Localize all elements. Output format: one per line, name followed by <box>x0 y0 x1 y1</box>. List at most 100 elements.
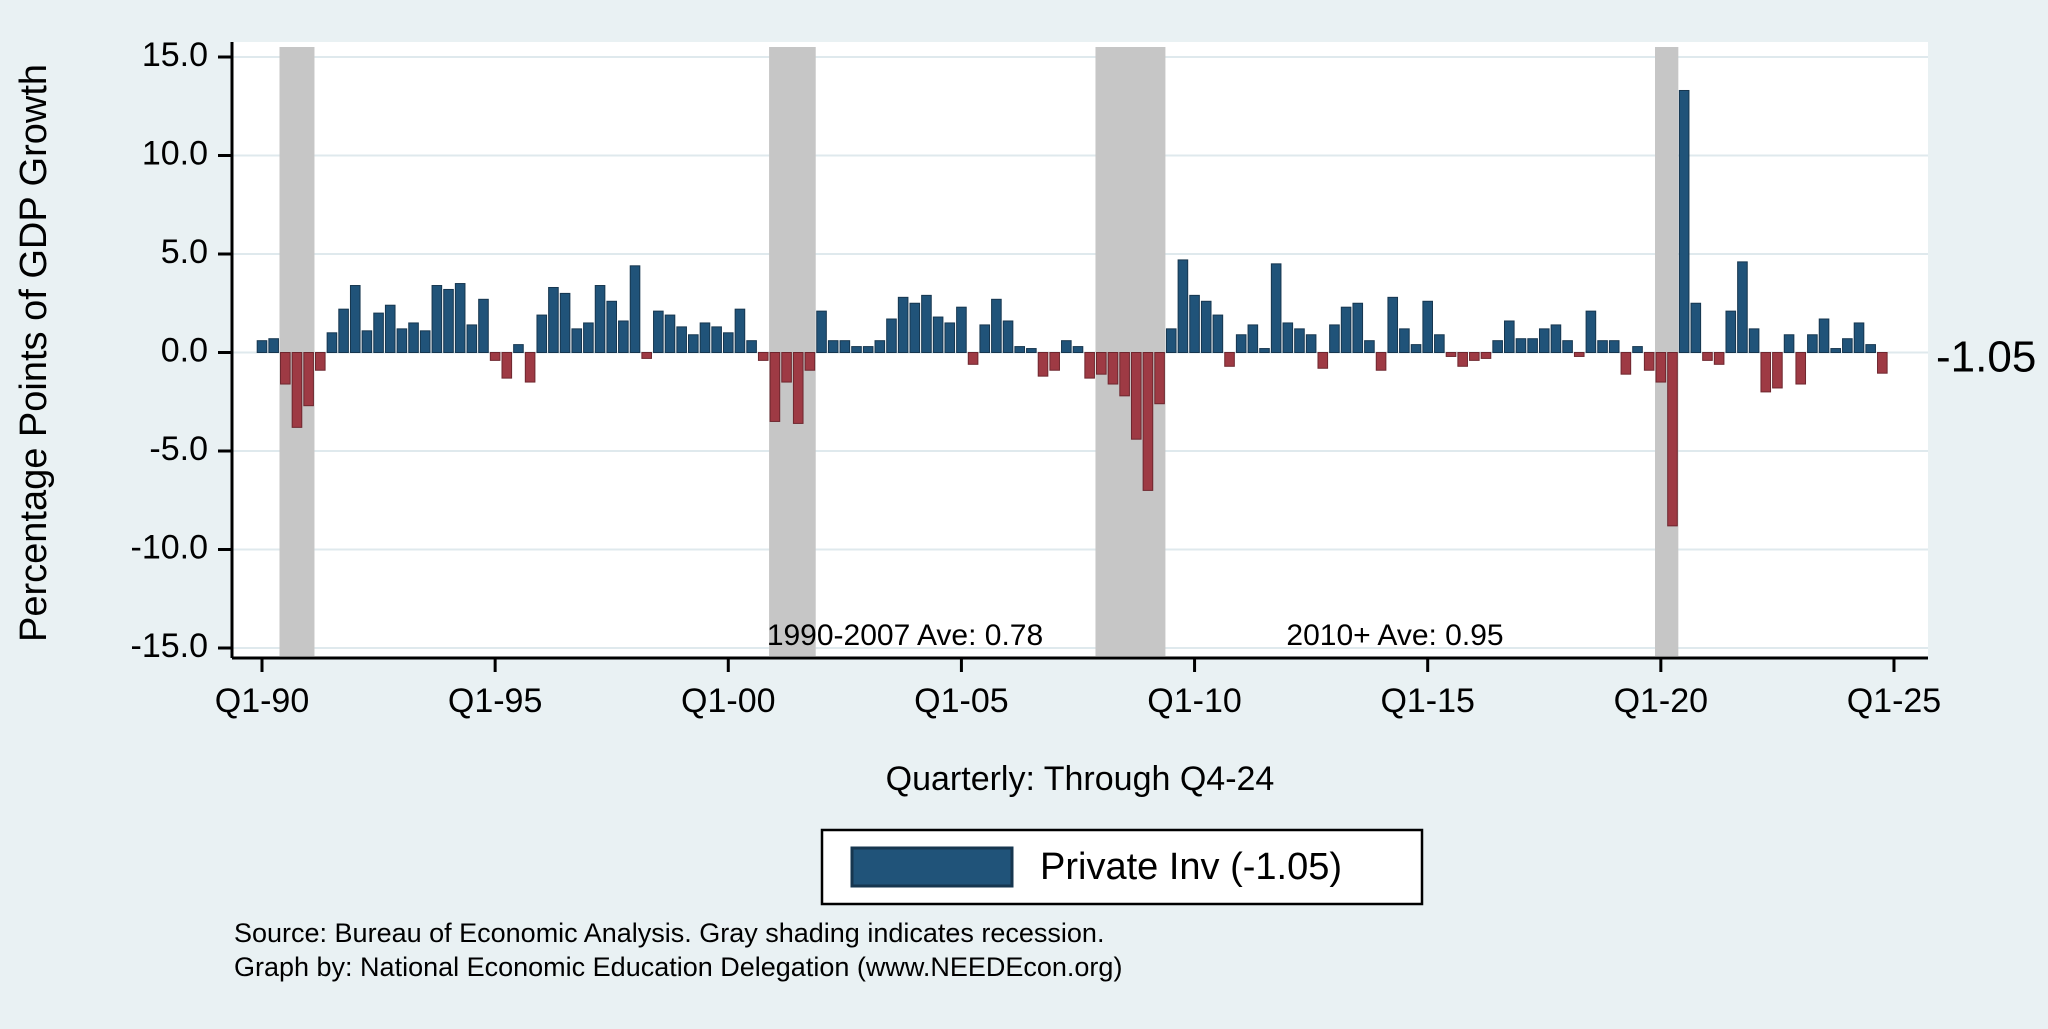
bar <box>1469 352 1480 361</box>
legend-swatch <box>850 846 1014 888</box>
bar <box>1527 338 1538 353</box>
bar <box>1235 334 1247 353</box>
bar <box>1538 328 1550 353</box>
bar <box>862 346 874 353</box>
bar <box>967 352 979 365</box>
bar <box>1037 352 1049 377</box>
x-axis-title: Quarterly: Through Q4-24 <box>886 760 1275 798</box>
bar <box>606 300 618 353</box>
bar <box>1818 318 1830 354</box>
bar <box>1830 348 1841 353</box>
bar <box>1550 324 1562 354</box>
bar <box>454 283 466 353</box>
bar <box>804 352 816 371</box>
bar <box>1853 322 1865 354</box>
bar <box>909 302 921 353</box>
bar <box>769 352 781 422</box>
legend-label: Private Inv (-1.05) <box>1040 846 1342 888</box>
bar <box>1399 328 1410 353</box>
bar <box>1503 320 1515 354</box>
bar <box>466 324 478 354</box>
y-tick-label: -15.0 <box>131 627 209 665</box>
bar <box>827 340 839 353</box>
bar <box>1795 352 1807 385</box>
bar <box>722 332 734 353</box>
bar <box>478 298 489 353</box>
bar <box>1667 352 1678 527</box>
bar <box>513 344 524 353</box>
bar <box>1585 310 1597 354</box>
recession-bands-layer <box>279 47 1679 656</box>
note-source: Source: Bureau of Economic Analysis. Gra… <box>234 918 1104 948</box>
bar <box>932 316 944 354</box>
bar <box>792 352 804 424</box>
bar <box>1842 338 1853 353</box>
recession-band <box>769 47 816 656</box>
bar <box>1002 320 1014 354</box>
bar <box>629 265 641 354</box>
bar <box>303 352 314 407</box>
x-tick-label: Q1-05 <box>914 682 1009 720</box>
bar <box>1364 340 1375 353</box>
bar <box>1492 340 1503 353</box>
bar <box>1107 352 1119 385</box>
bar <box>641 352 652 359</box>
bar <box>373 312 384 354</box>
y-tick-label: 0.0 <box>161 331 208 369</box>
axes-layer: 15.0 10.0 5.0 0.0 -5.0 -10.0 -15.0Q1-90 Q1-95 Q1… <box>131 36 1942 720</box>
bar <box>1049 352 1060 371</box>
bar <box>408 322 419 354</box>
bar <box>1061 340 1072 353</box>
bar <box>1224 352 1235 367</box>
bar <box>1608 340 1620 353</box>
bar <box>1643 352 1655 371</box>
bar <box>1772 352 1783 389</box>
bar <box>443 288 454 353</box>
bar <box>1748 328 1760 353</box>
bar <box>524 352 536 383</box>
bar <box>1410 344 1422 353</box>
bar <box>326 332 338 353</box>
bar <box>1294 328 1305 353</box>
bar <box>536 314 548 354</box>
bar <box>1655 352 1667 383</box>
y-tick-label: 15.0 <box>142 36 208 74</box>
bar <box>734 308 746 354</box>
bar <box>653 310 664 354</box>
bar <box>1177 259 1189 353</box>
bar <box>1270 263 1282 354</box>
bar <box>594 285 606 353</box>
bar <box>559 292 571 353</box>
bar <box>1632 346 1643 353</box>
bar <box>1702 352 1713 361</box>
bar <box>291 352 303 428</box>
bar <box>1597 340 1608 353</box>
bar <box>746 340 757 353</box>
bar <box>1026 348 1037 353</box>
bar <box>396 328 408 353</box>
bar <box>1422 300 1434 353</box>
bar <box>314 352 326 371</box>
bar <box>1189 294 1200 353</box>
bar <box>897 296 909 353</box>
bar <box>956 306 967 354</box>
bar <box>1445 352 1457 357</box>
bar <box>874 340 886 353</box>
recession-band <box>1655 47 1679 656</box>
recession-band <box>1095 47 1166 656</box>
y-axis-title: Percentage Points of GDP Growth <box>13 64 55 642</box>
bar <box>839 340 851 353</box>
bar <box>944 322 956 354</box>
bar <box>1434 334 1445 353</box>
x-tick-label: Q1-10 <box>1147 682 1242 720</box>
bar <box>1352 302 1364 353</box>
bar <box>489 352 501 361</box>
bar <box>886 318 897 354</box>
bar <box>1259 348 1270 353</box>
bar <box>571 328 583 353</box>
x-tick-label: Q1-95 <box>448 682 543 720</box>
bar <box>1375 352 1387 371</box>
x-tick-label: Q1-90 <box>215 682 310 720</box>
